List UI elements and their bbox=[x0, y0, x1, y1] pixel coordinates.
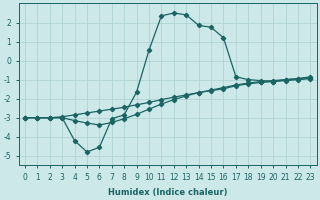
X-axis label: Humidex (Indice chaleur): Humidex (Indice chaleur) bbox=[108, 188, 228, 197]
